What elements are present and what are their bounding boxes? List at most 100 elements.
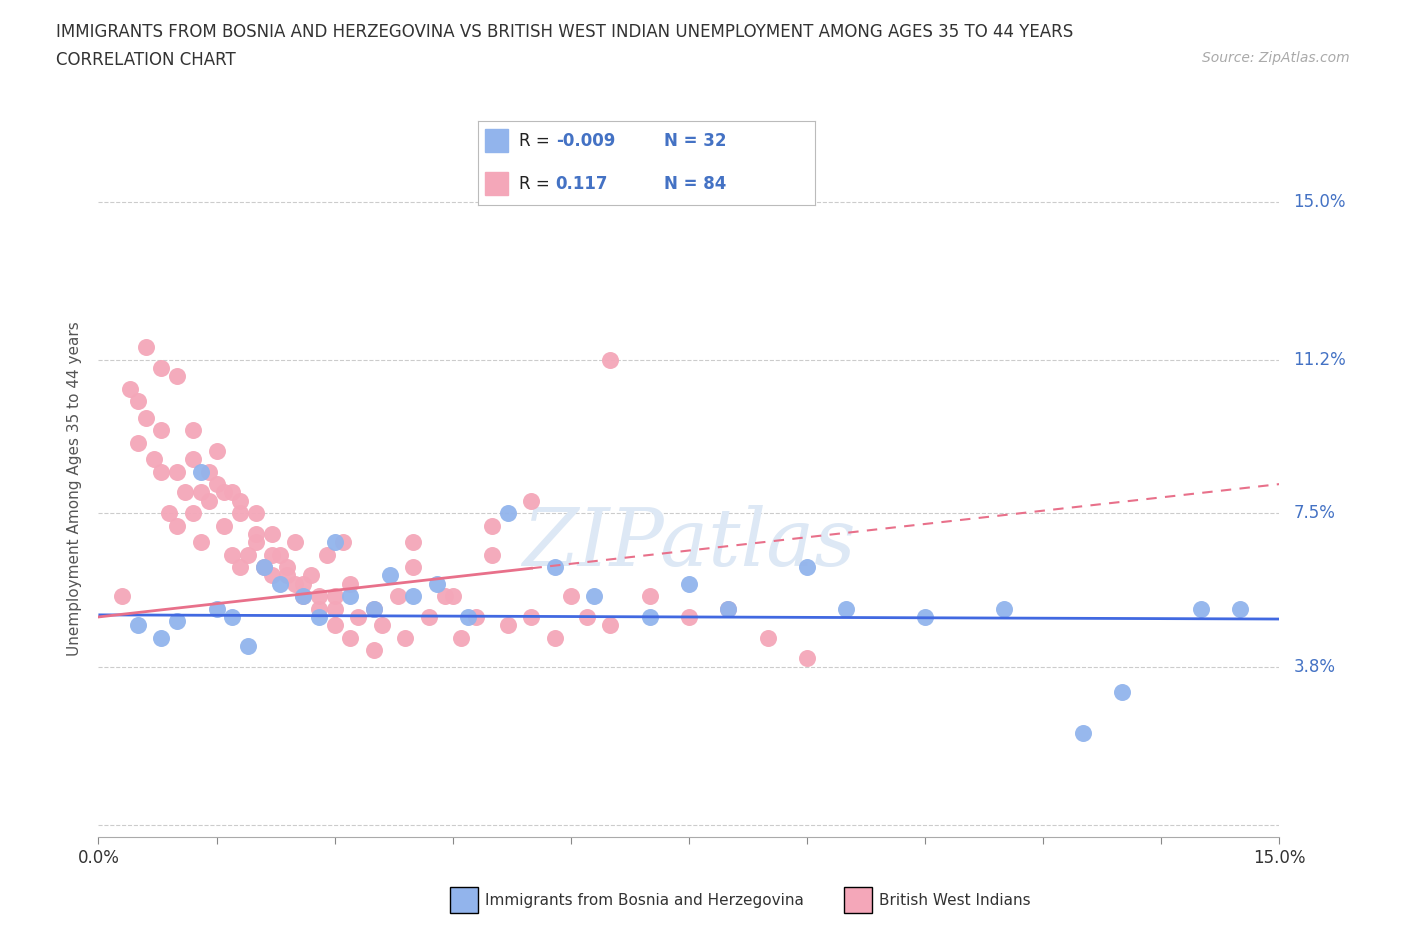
Point	[127, 435, 149, 450]
Point	[229, 560, 252, 575]
Point	[150, 422, 173, 438]
Point	[181, 422, 204, 438]
Point	[717, 601, 740, 616]
Point	[150, 361, 173, 376]
Point	[323, 535, 346, 550]
Point	[166, 614, 188, 629]
Point	[599, 352, 621, 367]
Point	[520, 609, 543, 624]
Point	[402, 535, 425, 550]
Point	[214, 518, 236, 533]
Point	[583, 589, 606, 604]
Point	[993, 601, 1015, 616]
Point	[678, 609, 700, 624]
Point	[371, 618, 394, 632]
Point	[197, 464, 219, 479]
Text: British West Indians: British West Indians	[879, 893, 1031, 908]
Point	[190, 535, 212, 550]
Point	[339, 589, 361, 604]
Point	[229, 493, 252, 508]
Point	[756, 631, 779, 645]
Point	[339, 577, 361, 591]
Point	[796, 560, 818, 575]
Point	[135, 410, 157, 425]
Point	[111, 589, 134, 604]
Point	[205, 477, 228, 492]
Point	[678, 577, 700, 591]
Point	[835, 601, 858, 616]
Point	[214, 485, 236, 499]
Point	[150, 631, 173, 645]
Point	[181, 452, 204, 467]
Point	[465, 609, 488, 624]
Point	[544, 631, 567, 645]
Point	[166, 368, 188, 383]
Point	[260, 526, 283, 541]
Point	[253, 560, 276, 575]
Point	[450, 631, 472, 645]
Point	[599, 618, 621, 632]
Text: 0.117: 0.117	[555, 175, 609, 193]
Point	[496, 618, 519, 632]
Point	[284, 577, 307, 591]
Point	[402, 589, 425, 604]
Point	[387, 589, 409, 604]
Point	[339, 631, 361, 645]
Point	[323, 601, 346, 616]
Text: 7.5%: 7.5%	[1294, 504, 1336, 522]
Point	[245, 535, 267, 550]
Point	[315, 547, 337, 562]
Point	[205, 444, 228, 458]
Text: N = 32: N = 32	[664, 132, 725, 150]
Point	[245, 526, 267, 541]
Point	[276, 568, 298, 583]
Point	[418, 609, 440, 624]
Point	[135, 339, 157, 354]
Point	[363, 601, 385, 616]
Text: N = 84: N = 84	[664, 175, 725, 193]
Bar	[485, 129, 509, 153]
Point	[481, 547, 503, 562]
Point	[221, 609, 243, 624]
Point	[292, 589, 315, 604]
Point	[347, 609, 370, 624]
Point	[205, 601, 228, 616]
Point	[1189, 601, 1212, 616]
Point	[284, 535, 307, 550]
Point	[308, 601, 330, 616]
Point	[292, 589, 315, 604]
Text: R =: R =	[519, 132, 550, 150]
Point	[638, 589, 661, 604]
Point	[560, 589, 582, 604]
Point	[481, 518, 503, 533]
Text: 15.0%: 15.0%	[1294, 193, 1346, 211]
Point	[229, 506, 252, 521]
Point	[276, 560, 298, 575]
Bar	[485, 172, 509, 195]
Point	[190, 485, 212, 499]
Point	[914, 609, 936, 624]
Point	[166, 464, 188, 479]
Point	[197, 493, 219, 508]
Text: IMMIGRANTS FROM BOSNIA AND HERZEGOVINA VS BRITISH WEST INDIAN UNEMPLOYMENT AMONG: IMMIGRANTS FROM BOSNIA AND HERZEGOVINA V…	[56, 23, 1074, 41]
Point	[174, 485, 197, 499]
Point	[457, 609, 479, 624]
Text: CORRELATION CHART: CORRELATION CHART	[56, 51, 236, 69]
Point	[269, 577, 291, 591]
Point	[253, 560, 276, 575]
Point	[426, 577, 449, 591]
Point	[127, 618, 149, 632]
Point	[157, 506, 180, 521]
Point	[496, 506, 519, 521]
Text: 3.8%: 3.8%	[1294, 658, 1336, 676]
Text: Source: ZipAtlas.com: Source: ZipAtlas.com	[1202, 51, 1350, 65]
Point	[236, 547, 259, 562]
Point	[245, 506, 267, 521]
Point	[308, 609, 330, 624]
Point	[796, 651, 818, 666]
Point	[323, 618, 346, 632]
Point	[269, 547, 291, 562]
Point	[402, 560, 425, 575]
Point	[394, 631, 416, 645]
Point	[142, 452, 165, 467]
